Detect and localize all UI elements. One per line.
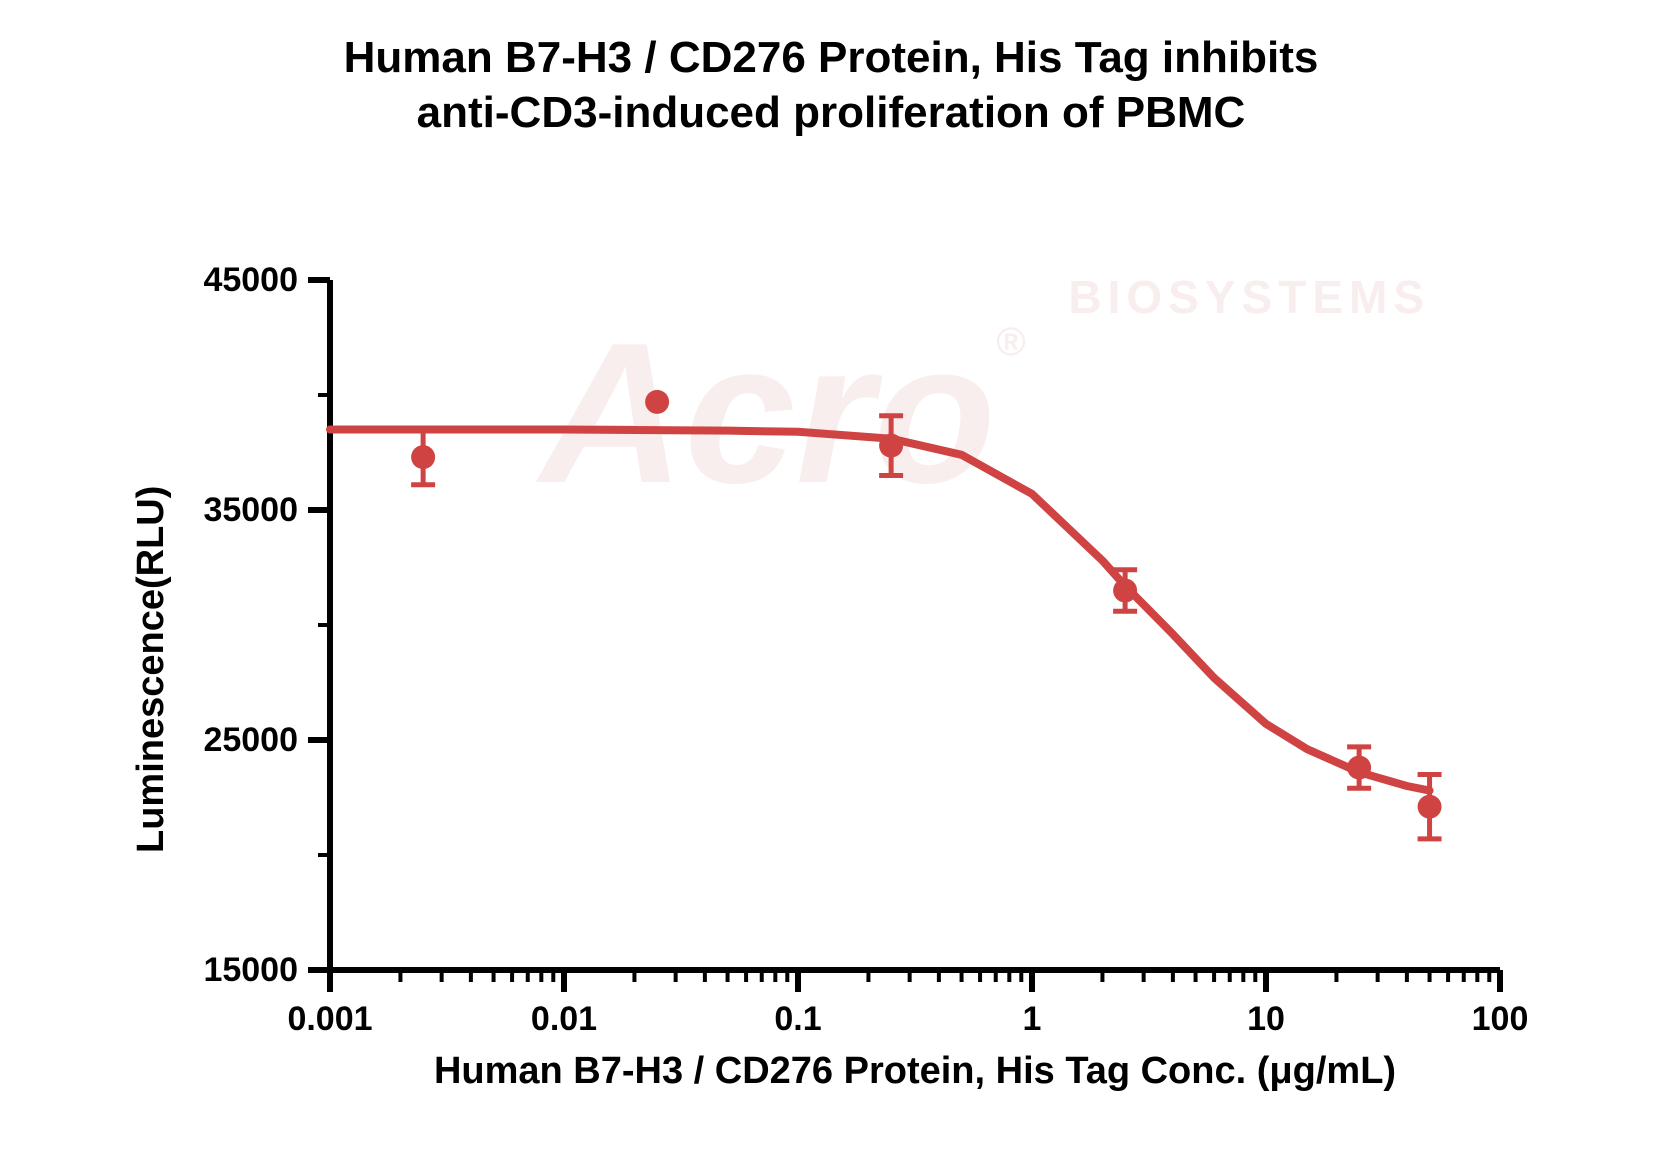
fit-curve bbox=[330, 430, 1430, 791]
data-point bbox=[879, 434, 903, 458]
data-point bbox=[1347, 756, 1371, 780]
data-point bbox=[1418, 795, 1442, 819]
plot-area bbox=[0, 0, 1662, 1159]
data-point bbox=[411, 445, 435, 469]
data-point bbox=[1113, 579, 1137, 603]
data-point bbox=[645, 390, 669, 414]
chart-page: Human B7-H3 / CD276 Protein, His Tag inh… bbox=[0, 0, 1662, 1159]
